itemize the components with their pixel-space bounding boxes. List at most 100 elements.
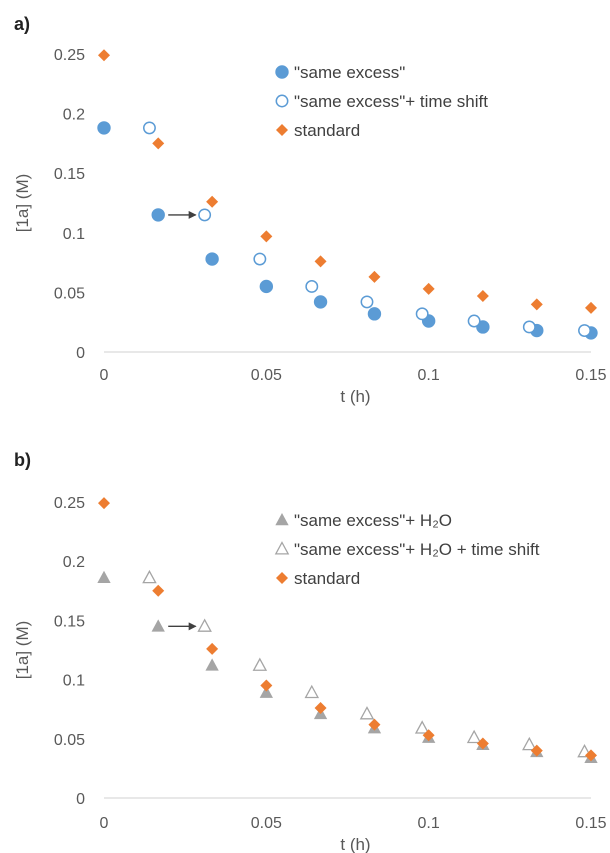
- data-point: [143, 121, 156, 135]
- data-point: [197, 618, 212, 632]
- y-tick-label: 0.05: [54, 732, 85, 749]
- data-point: [415, 307, 429, 321]
- y-tick-label: 0.25: [54, 47, 85, 64]
- series-0: [97, 121, 598, 340]
- data-point: [205, 252, 219, 266]
- data-point: [151, 619, 165, 632]
- data-point: [476, 289, 489, 302]
- series-2: [98, 497, 597, 762]
- x-tick-label: 0.1: [418, 367, 440, 384]
- data-point: [259, 685, 273, 698]
- data-point: [476, 737, 489, 750]
- legend-label: standard: [294, 121, 360, 140]
- data-point: [368, 718, 381, 731]
- data-point: [422, 282, 435, 295]
- legend-label: "same excess"+ H₂O: [294, 511, 452, 530]
- data-point: [578, 324, 591, 337]
- data-point: [530, 744, 543, 757]
- data-point: [522, 320, 536, 334]
- data-point: [198, 208, 212, 222]
- x-tick-label: 0.1: [418, 815, 440, 832]
- data-point: [313, 295, 328, 309]
- panel-label: a): [14, 14, 30, 34]
- x-tick-label: 0.05: [251, 815, 282, 832]
- data-point: [97, 570, 111, 584]
- data-point: [314, 255, 327, 268]
- legend-marker: [274, 541, 290, 555]
- data-point: [467, 314, 481, 328]
- data-point: [414, 720, 430, 734]
- legend-label: "same excess": [294, 63, 405, 82]
- series-1: [143, 121, 591, 337]
- data-point: [206, 642, 219, 655]
- legend-entry: "same excess"+ H₂O + time shift: [274, 540, 540, 559]
- x-tick-label: 0.15: [575, 367, 606, 384]
- legend-marker: [276, 124, 288, 136]
- y-tick-label: 0: [76, 345, 85, 362]
- legend-entry: "same excess"+ H₂O: [275, 511, 452, 530]
- data-point: [314, 702, 327, 715]
- data-point: [260, 679, 273, 692]
- y-tick-label: 0.1: [63, 226, 85, 243]
- panel-label: b): [14, 450, 31, 470]
- data-point: [142, 569, 157, 584]
- x-tick-label: 0.15: [575, 815, 606, 832]
- y-tick-label: 0: [76, 791, 85, 808]
- x-tick-label: 0.05: [251, 367, 282, 384]
- data-point: [530, 298, 543, 311]
- data-point: [367, 307, 382, 321]
- data-point: [259, 279, 274, 294]
- data-point: [304, 684, 320, 699]
- data-point: [305, 279, 319, 293]
- data-point: [260, 230, 273, 243]
- y-tick-label: 0.2: [63, 554, 85, 571]
- series-2: [98, 49, 597, 314]
- data-point: [422, 729, 435, 742]
- data-point: [252, 657, 268, 671]
- legend-label: "same excess"+ time shift: [294, 92, 488, 111]
- data-point: [360, 295, 374, 309]
- data-point: [522, 736, 537, 751]
- data-point: [152, 584, 165, 597]
- legend-entry: "same excess"+ time shift: [275, 92, 488, 111]
- x-tick-label: 0: [100, 367, 109, 384]
- y-axis-label: [1a] (M): [13, 174, 32, 233]
- y-tick-label: 0.25: [54, 495, 85, 512]
- data-point: [368, 270, 381, 283]
- chart-panel-0: a) 0 0.05 0.1 0.15 0.2 0.25 0 0.05 0.1 0.15 t (h) [1…: [13, 14, 607, 406]
- data-point: [206, 195, 219, 208]
- legend-label: standard: [294, 569, 360, 588]
- y-tick-label: 0.15: [54, 613, 85, 630]
- data-point: [98, 49, 110, 62]
- x-axis-label: t (h): [340, 835, 370, 853]
- chart-panel-1: b) 0 0.05 0.1 0.15 0.2 0.25 0 0.05 0.1 0.15 t (h) [1…: [13, 450, 607, 853]
- data-point: [253, 252, 267, 266]
- legend-marker: [275, 65, 289, 79]
- series-0: [97, 570, 598, 763]
- data-point: [466, 729, 482, 744]
- data-point: [205, 658, 219, 671]
- legend-marker: [275, 513, 289, 526]
- data-point: [151, 208, 165, 222]
- y-tick-label: 0.05: [54, 285, 85, 302]
- data-point: [585, 301, 597, 314]
- y-axis-label: [1a] (M): [13, 621, 32, 680]
- y-tick-label: 0.1: [63, 673, 85, 690]
- legend-marker: [276, 572, 288, 584]
- legend-entry: "same excess": [275, 63, 405, 82]
- y-tick-label: 0.2: [63, 107, 85, 124]
- data-point: [585, 749, 597, 762]
- legend-marker: [275, 94, 289, 108]
- x-tick-label: 0: [100, 815, 109, 832]
- data-point: [98, 497, 110, 510]
- data-point: [359, 706, 375, 720]
- y-tick-label: 0.15: [54, 166, 85, 183]
- x-axis-label: t (h): [340, 387, 370, 406]
- legend-label: "same excess"+ H₂O + time shift: [294, 540, 540, 559]
- data-point: [97, 121, 111, 135]
- series-1: [142, 569, 592, 758]
- legend-entry: standard: [276, 569, 360, 588]
- data-point: [152, 137, 165, 150]
- legend-entry: standard: [276, 121, 360, 140]
